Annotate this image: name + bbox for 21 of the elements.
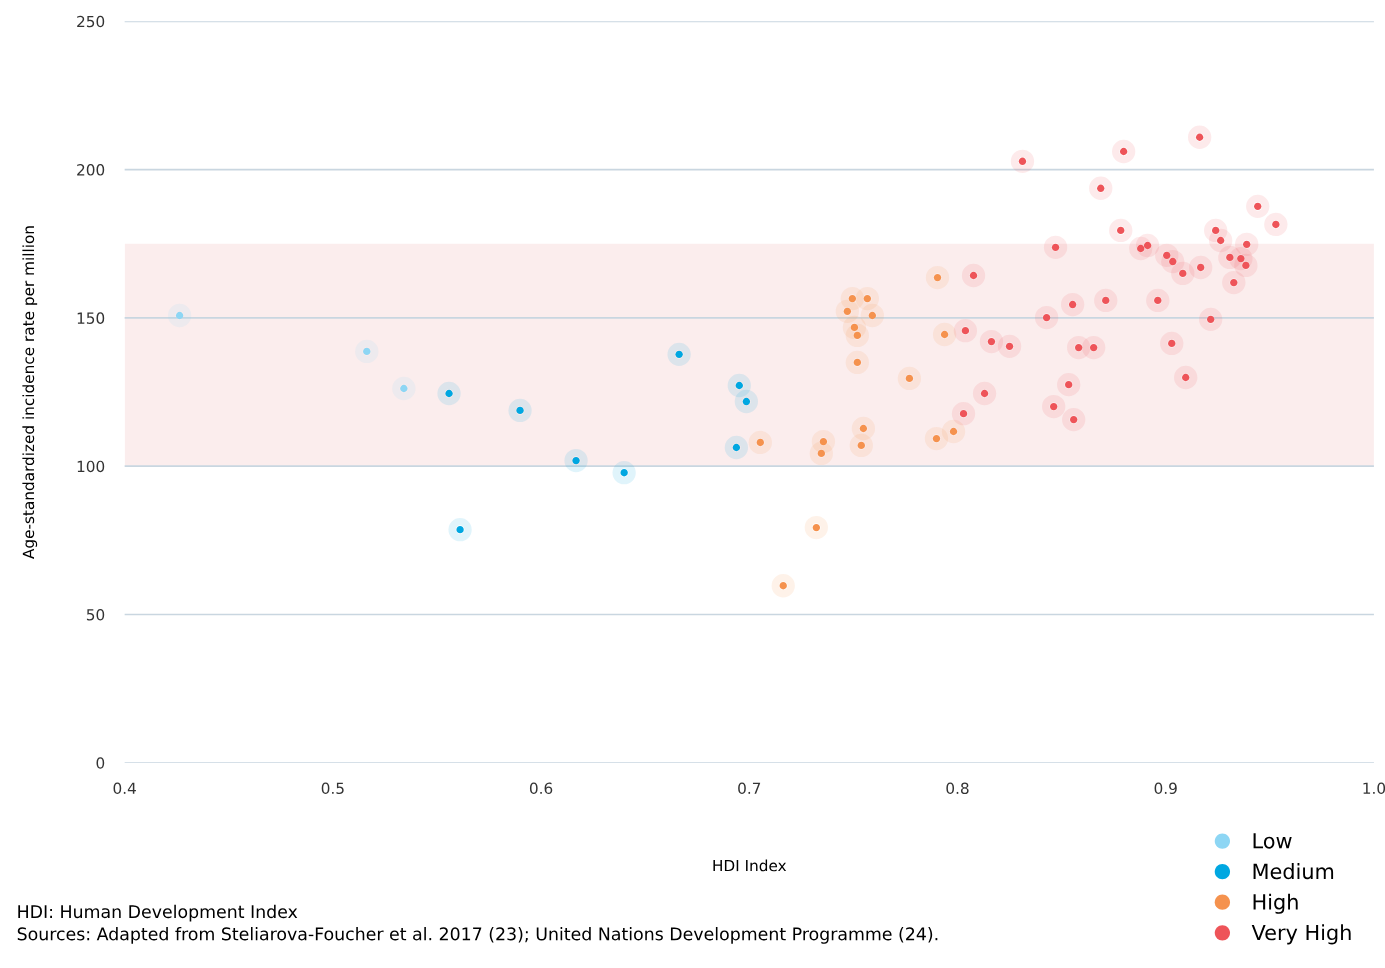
x-tick-label: 0.6 [529, 782, 553, 795]
y-tick-label: 150 [77, 312, 105, 324]
x-tick-label: 1.0 [1363, 782, 1385, 795]
text: HDI: Human Development Index [18, 904, 298, 922]
y-tick-label: 250 [77, 15, 105, 28]
legend-label: Medium [1253, 863, 1334, 880]
y-tick-label: 0 [96, 757, 105, 769]
x-tick-label: 0.5 [321, 782, 344, 795]
x-tick-label: 0.8 [946, 782, 969, 795]
y-axis-title: Age-standardized incidence rate per million [22, 226, 38, 559]
source-note: Sources: Adapted from Steliarova-Foucher et al. 2017 (23); United Nations Development Programme (24). [17, 927, 938, 944]
x-tick-label: 0.4 [113, 782, 136, 795]
x-tick-label: 0.7 [738, 782, 761, 795]
x-tick-label: 0.9 [1154, 782, 1177, 795]
y-tick-label: 100 [77, 460, 105, 473]
x-axis-title: HDI Index [713, 859, 787, 872]
y-tick-label: 50 [86, 608, 105, 621]
legend-label: High [1253, 893, 1298, 914]
legend-label: Low [1253, 833, 1292, 849]
y-tick-label: 200 [77, 164, 105, 176]
legend-label: Very High [1251, 924, 1351, 945]
